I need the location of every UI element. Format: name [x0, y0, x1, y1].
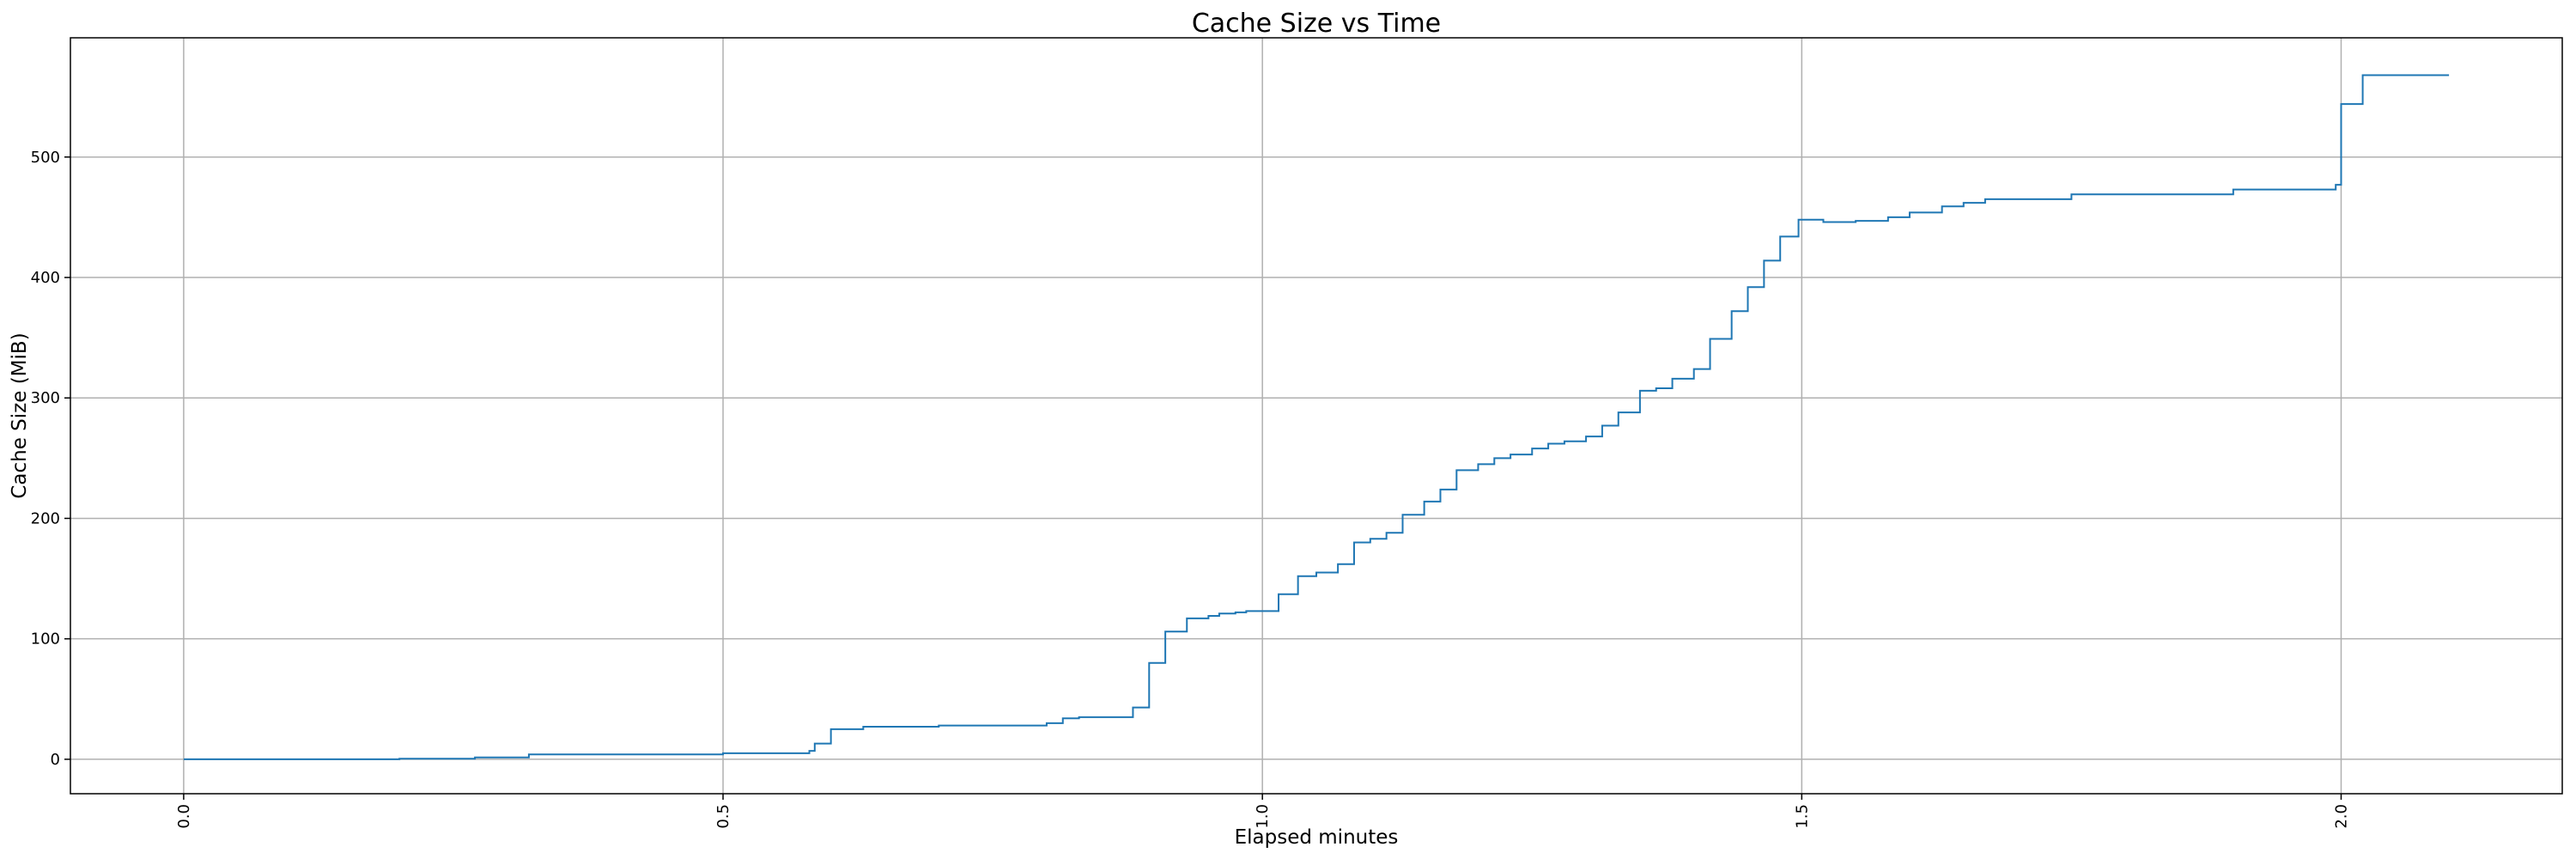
x-tick-label: 0.5: [714, 804, 732, 829]
x-tick-label: 1.5: [1793, 804, 1811, 829]
data-line: [183, 74, 2450, 760]
y-tick-label: 300: [31, 389, 60, 407]
x-tick-label: 0.0: [175, 804, 193, 829]
y-tick-label: 400: [31, 269, 60, 287]
y-axis-label: Cache Size (MiB): [9, 332, 31, 498]
plot-frame: [70, 37, 2563, 795]
x-tick-label: 1.0: [1254, 804, 1272, 829]
y-tick-label: 100: [31, 631, 60, 649]
y-tick-label: 0: [51, 751, 60, 769]
y-tick-label: 200: [31, 509, 60, 527]
y-tick-label: 500: [31, 149, 60, 167]
x-tick-label: 2.0: [2332, 804, 2350, 829]
x-axis-label: Elapsed minutes: [1235, 826, 1399, 849]
chart-title: Cache Size vs Time: [1192, 9, 1441, 39]
